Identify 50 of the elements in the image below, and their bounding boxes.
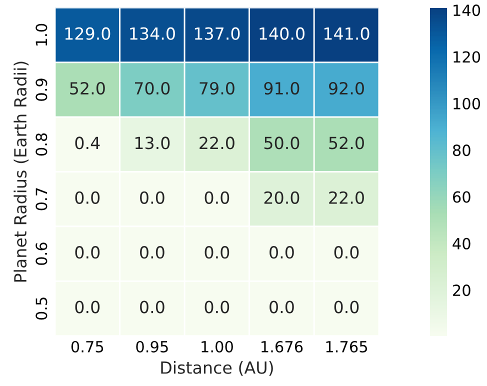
data-label: 0.0 bbox=[204, 300, 230, 314]
color-bar-label: 80 bbox=[452, 144, 470, 156]
y-tick-label: 1.0 bbox=[36, 24, 48, 46]
data-label: 0.0 bbox=[270, 300, 294, 314]
color-bar-label: 60 bbox=[452, 191, 470, 203]
data-label: 0.0 bbox=[270, 246, 294, 259]
x-tick-label: 0.95 bbox=[136, 340, 168, 353]
data-label: 0.0 bbox=[75, 191, 100, 204]
color-bar-label: 140 bbox=[454, 4, 480, 16]
color-bar-label: 100 bbox=[454, 98, 480, 110]
y-tick-label: 0.6 bbox=[36, 242, 48, 265]
data-label: 129.0 bbox=[65, 27, 110, 40]
data-label: 0.0 bbox=[334, 246, 359, 259]
data-label: 20.0 bbox=[264, 191, 300, 204]
color-bar-label: 40 bbox=[452, 238, 470, 250]
data-label: 70.0 bbox=[135, 82, 170, 95]
y-tick-label: 0.8 bbox=[36, 133, 48, 156]
data-label: 0.0 bbox=[75, 246, 100, 259]
x-tick-label: 1.765 bbox=[326, 340, 368, 353]
x-tick-label: 1.00 bbox=[202, 340, 233, 353]
data-label: 0.4 bbox=[75, 136, 100, 150]
data-label: 0.0 bbox=[334, 300, 359, 314]
data-label: 50.0 bbox=[264, 136, 300, 150]
y-axis-title: Planet Radius (Earth Radii) bbox=[14, 62, 29, 282]
y-tick-label: 0.9 bbox=[36, 78, 48, 101]
data-label: 0.0 bbox=[204, 191, 230, 204]
color-bar-label: 20 bbox=[453, 284, 470, 296]
data-label: 13.0 bbox=[135, 136, 170, 150]
data-label: 141.0 bbox=[324, 27, 370, 40]
x-tick-label: 1.676 bbox=[262, 340, 303, 353]
data-label: 52.0 bbox=[329, 136, 364, 150]
data-label: 79.0 bbox=[200, 82, 234, 95]
y-tick-label: 0.5 bbox=[36, 298, 48, 320]
color-bar-label: 120 bbox=[454, 51, 480, 63]
data-label: 92.0 bbox=[328, 82, 364, 95]
data-label: 0.0 bbox=[140, 300, 164, 314]
data-label: 91.0 bbox=[264, 82, 300, 95]
data-label: 137.0 bbox=[194, 27, 240, 40]
data-label: 140.0 bbox=[260, 27, 304, 40]
x-axis-title: Distance (AU) bbox=[161, 361, 273, 376]
data-label: 52.0 bbox=[70, 82, 105, 95]
data-label: 0.0 bbox=[140, 191, 164, 204]
y-tick-label: 0.7 bbox=[36, 188, 48, 210]
data-label: 22.0 bbox=[200, 136, 234, 150]
data-label: 134.0 bbox=[130, 27, 175, 40]
data-label: 0.0 bbox=[75, 300, 100, 314]
data-label: 22.0 bbox=[329, 191, 364, 204]
x-tick-label: 0.75 bbox=[71, 340, 104, 353]
data-label: 0.0 bbox=[204, 246, 230, 259]
data-label: 0.0 bbox=[140, 246, 164, 259]
